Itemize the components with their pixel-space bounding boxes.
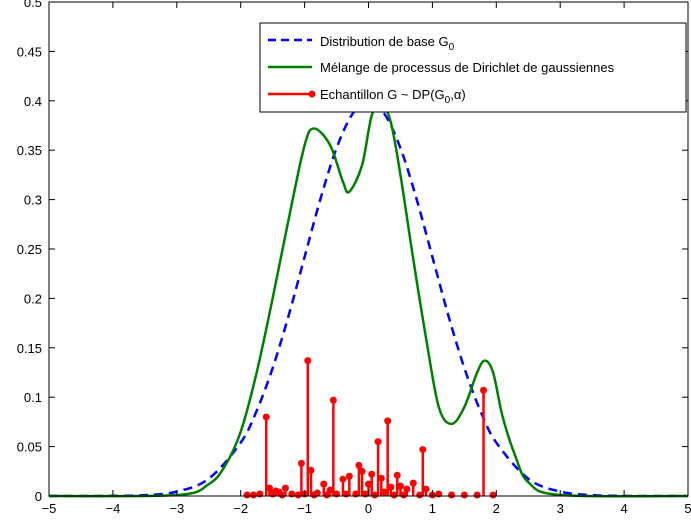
stem-marker	[297, 459, 305, 467]
y-tick-label: 0.05	[17, 440, 42, 455]
x-tick-label: −1	[297, 501, 312, 516]
stem-marker	[460, 491, 468, 499]
stem-marker	[313, 489, 321, 497]
stem-marker	[243, 491, 251, 499]
y-tick-label: 0.5	[24, 0, 42, 10]
stem-marker	[281, 484, 289, 492]
stem-marker	[323, 491, 331, 499]
stem-marker	[403, 485, 411, 493]
stem-marker	[294, 491, 302, 499]
legend-label-dp-sample: Echantillon G ~ DP(G0,α)	[320, 87, 466, 106]
stem-marker	[409, 479, 417, 487]
stem-marker	[326, 486, 334, 494]
stem-marker	[307, 466, 315, 474]
stem-marker	[368, 470, 376, 478]
stem-marker	[384, 417, 392, 425]
axis-layer: −5 −4 −3 −2 −1 0 1 2 3 4 5 0 0.05 0.1 0.15 0.2 0.25 0.3 0.…	[17, 0, 691, 516]
x-tick-label: −2	[233, 501, 248, 516]
legend-entry-dp-mixture: Mélange de processus de Dirichlet de gau…	[268, 60, 615, 75]
plot-layer	[48, 100, 689, 499]
stem-marker	[249, 491, 257, 499]
stem-marker	[304, 357, 312, 365]
stem-marker	[377, 474, 385, 482]
stem-marker	[400, 491, 408, 499]
stem-marker	[278, 491, 286, 499]
stem-marker	[339, 475, 347, 483]
x-tick-label: 4	[620, 501, 627, 516]
legend-entry-base-distribution: Distribution de base G0	[268, 34, 455, 53]
x-tick-label: 1	[429, 501, 436, 516]
stem-marker	[371, 491, 379, 499]
stem-marker	[320, 480, 328, 488]
stem-marker	[489, 491, 497, 499]
stem-marker	[480, 386, 488, 394]
x-tick-label: 2	[493, 501, 500, 516]
stem-marker	[419, 446, 427, 454]
y-tick-label: 0.35	[17, 143, 42, 158]
stem-marker	[393, 471, 401, 479]
legend-entry-dp-sample: Echantillon G ~ DP(G0,α)	[268, 87, 466, 106]
y-tick-label: 0.1	[24, 390, 42, 405]
stem-marker	[262, 413, 270, 421]
series-base-distribution-line	[48, 100, 689, 498]
y-tick-label: 0.25	[17, 242, 42, 257]
stem-marker	[387, 483, 395, 491]
y-tick-label: 0.4	[24, 94, 42, 109]
x-tick-label: 5	[684, 501, 691, 516]
stem-marker	[374, 438, 382, 446]
y-tick-label: 0	[35, 489, 42, 504]
stem-marker	[265, 484, 273, 492]
stem-marker	[345, 472, 353, 480]
y-tick-label: 0.3	[24, 193, 42, 208]
stem-marker	[390, 491, 398, 499]
stem-marker	[396, 482, 404, 490]
x-tick-label: −4	[105, 501, 120, 516]
stem-marker	[416, 491, 424, 499]
stem-marker	[380, 488, 388, 496]
stem-marker	[473, 491, 481, 499]
legend-box	[259, 22, 687, 113]
y-tick-label: 0.45	[17, 44, 42, 59]
stem-marker	[358, 467, 366, 475]
stem-marker	[365, 480, 372, 488]
stem-marker	[448, 491, 456, 499]
stem-marker	[329, 396, 337, 404]
legend-label-dp-mixture: Mélange de processus de Dirichlet de gau…	[320, 60, 615, 75]
legend-stem-marker	[308, 90, 316, 98]
y-tick-label: 0.15	[17, 341, 42, 356]
x-tick-label: 0	[365, 501, 372, 516]
stem-marker	[422, 485, 430, 493]
x-tick-label: −5	[42, 501, 57, 516]
legend: Distribution de base G0 Mélange de proce…	[259, 22, 687, 113]
legend-label-base-distribution: Distribution de base G0	[320, 34, 455, 53]
stem-marker	[355, 461, 363, 469]
y-tick-label: 0.2	[24, 291, 42, 306]
x-tick-label: −3	[169, 501, 184, 516]
x-tick-label: 3	[557, 501, 564, 516]
